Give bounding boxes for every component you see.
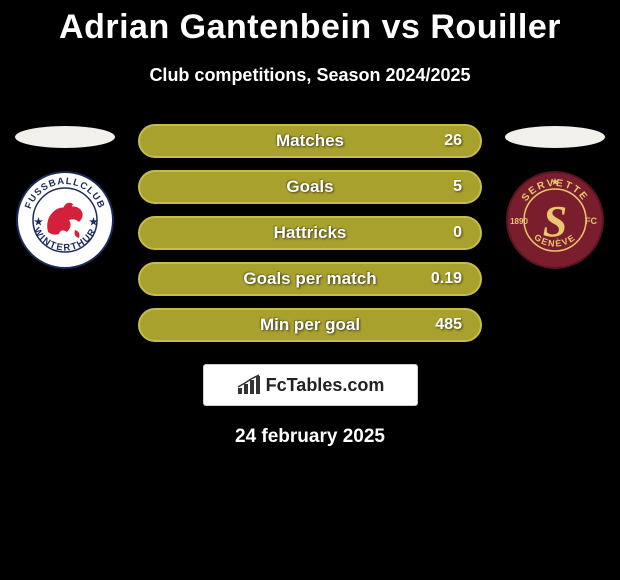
- badge-left-text: 1890: [510, 217, 528, 226]
- stat-value: 485: [435, 316, 462, 334]
- stat-label: Matches: [276, 131, 344, 151]
- left-player-photo-placeholder: [15, 126, 115, 148]
- stats-column: Matches 26 Goals 5 Hattricks 0 Goals per…: [120, 124, 500, 342]
- page-title: Adrian Gantenbein vs Rouiller: [0, 0, 620, 47]
- stat-row-min-per-goal: Min per goal 485: [138, 308, 482, 342]
- svg-text:★: ★: [89, 217, 98, 228]
- badge-center-letter: S: [543, 197, 567, 246]
- stat-label: Goals: [286, 177, 333, 197]
- stat-value: 0.19: [431, 270, 462, 288]
- stat-value: 5: [453, 178, 462, 196]
- footer-date: 24 february 2025: [0, 426, 620, 448]
- bar-chart-icon: [236, 374, 262, 396]
- badge-right-text: FC: [585, 216, 597, 226]
- right-club-badge: SERVETTE GENÈVE FC 1890 ★ S: [505, 170, 605, 275]
- stat-label: Min per goal: [260, 315, 360, 335]
- stat-row-hattricks: Hattricks 0: [138, 216, 482, 250]
- comparison-row: FUSSBALLCLUB WINTERTHUR ★ ★ Matches 26: [0, 124, 620, 342]
- svg-text:★: ★: [34, 217, 43, 228]
- left-player-column: FUSSBALLCLUB WINTERTHUR ★ ★: [10, 124, 120, 275]
- star-icon: ★: [551, 177, 560, 188]
- stat-value: 26: [444, 132, 462, 150]
- stat-label: Hattricks: [274, 223, 347, 243]
- stat-value: 0: [453, 224, 462, 242]
- stat-row-goals-per-match: Goals per match 0.19: [138, 262, 482, 296]
- servette-badge-icon: SERVETTE GENÈVE FC 1890 ★ S: [505, 170, 605, 270]
- stat-row-goals: Goals 5: [138, 170, 482, 204]
- brand-text: FcTables.com: [266, 375, 385, 396]
- stat-row-matches: Matches 26: [138, 124, 482, 158]
- winterthur-badge-icon: FUSSBALLCLUB WINTERTHUR ★ ★: [15, 170, 115, 270]
- right-player-photo-placeholder: [505, 126, 605, 148]
- right-player-column: SERVETTE GENÈVE FC 1890 ★ S: [500, 124, 610, 275]
- page-subtitle: Club competitions, Season 2024/2025: [0, 65, 620, 86]
- stat-label: Goals per match: [243, 269, 376, 289]
- left-club-badge: FUSSBALLCLUB WINTERTHUR ★ ★: [15, 170, 115, 275]
- brand-attribution: FcTables.com: [203, 364, 418, 406]
